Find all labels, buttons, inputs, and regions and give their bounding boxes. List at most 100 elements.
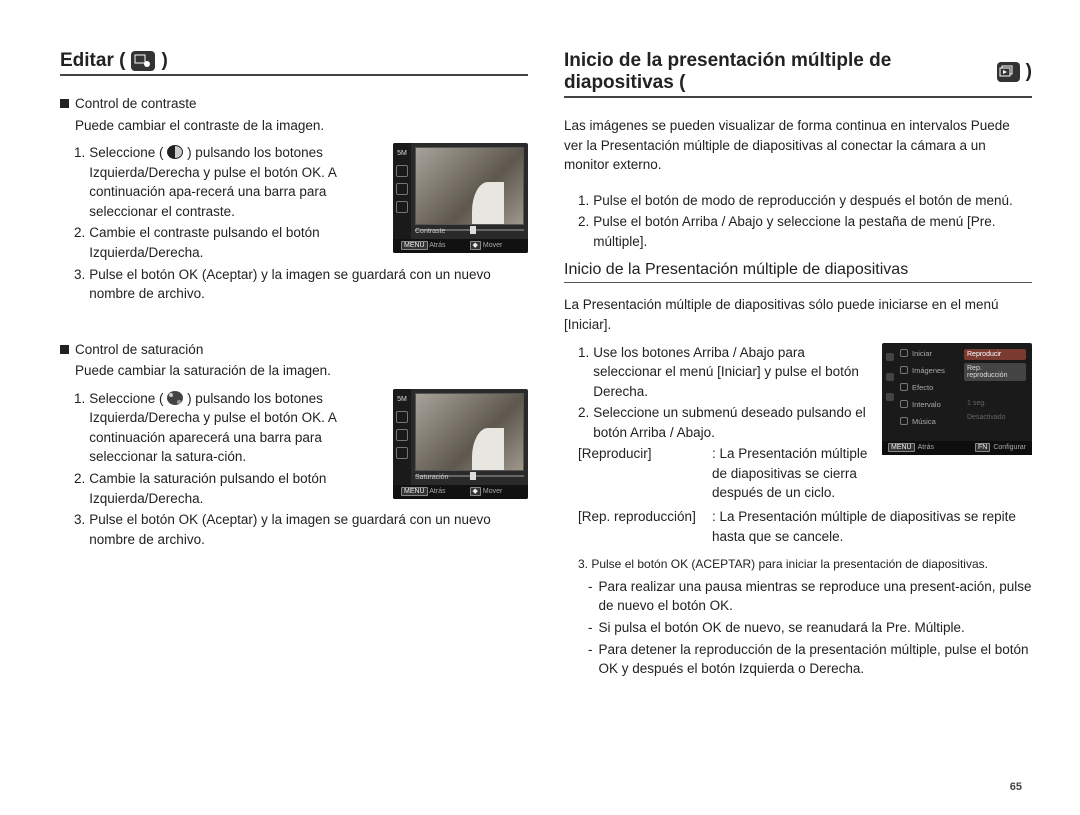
saturation-block: Control de saturación Puede cambiar la s… — [60, 340, 528, 552]
slideshow-sub-intro: La Presentación múltiple de diapositivas… — [564, 295, 1032, 334]
thumb-tool-icon — [396, 447, 408, 459]
thumb-move-button: ◆ — [470, 241, 481, 250]
thumb-tool-icon — [396, 183, 408, 195]
contrast-title: Control de contraste — [75, 94, 197, 114]
menu-item-label: Intervalo — [912, 400, 941, 409]
def-term: [Rep. reproducción] — [578, 507, 708, 546]
step-text: Pulse el botón Arriba / Abajo y seleccio… — [593, 212, 1032, 251]
step-number: 1. — [74, 389, 85, 467]
dash-text: Si pulsa el botón OK de nuevo, se reanud… — [599, 618, 965, 638]
saturation-inline-icon — [167, 391, 183, 405]
dash-text: Para realizar una pausa mientras se repr… — [599, 577, 1033, 616]
menu-item-icon — [900, 366, 908, 374]
thumb-back-button: MENU — [401, 487, 428, 496]
slideshow-dash-list: -Para realizar una pausa mientras se rep… — [588, 577, 1032, 679]
page-number: 65 — [1010, 781, 1022, 793]
thumb-move-button: ◆ — [470, 487, 481, 496]
def-term: [Reproducir] — [578, 444, 708, 503]
step-number: 1. — [578, 343, 589, 402]
dash-text: Para detener la reproducción de la prese… — [599, 640, 1033, 679]
step-text: Use los botones Arriba / Abajo para sele… — [593, 343, 872, 402]
slideshow-steps-top: 1.Pulse el botón de modo de reproducción… — [578, 191, 1032, 252]
slideshow-heading-close: ) — [1026, 61, 1032, 83]
thumb-tool-icon — [396, 201, 408, 213]
slideshow-definitions: [Reproducir]: La Presentación múltiple d… — [578, 444, 1032, 546]
contrast-desc: Puede cambiar el contraste de la imagen. — [75, 116, 528, 136]
step-text: Seleccione un submenú deseado pulsando e… — [593, 403, 872, 442]
thumb-image-preview — [415, 393, 524, 471]
contrast-inline-icon — [167, 145, 183, 159]
right-column: Inicio de la presentación múltiple de di… — [564, 50, 1032, 785]
saturation-thumbnail: 5M Saturación MENU Atrás ◆ Mover — [393, 389, 528, 499]
def-desc: : La Presentación múltiple de diapositiv… — [712, 507, 1032, 546]
step-text: Seleccione ( ) pulsando los botones Izqu… — [89, 143, 383, 221]
saturation-title: Control de saturación — [75, 340, 203, 360]
menu-muted — [964, 384, 1026, 395]
contrast-block: Control de contraste Puede cambiar el co… — [60, 94, 528, 306]
step-number: 2. — [578, 403, 589, 442]
slideshow-menu-thumbnail: Iniciar Imágenes Efecto Intervalo Música… — [882, 343, 1032, 455]
menu-option-highlighted: Reproducir — [964, 349, 1026, 360]
thumb-5m-label: 5M — [397, 149, 407, 159]
menu-back-label: Atrás — [918, 444, 934, 451]
thumb-back-button: MENU — [401, 241, 428, 250]
menu-item-label: Iniciar — [912, 349, 932, 358]
dash-mark: - — [588, 577, 593, 616]
menu-set-button: FN — [975, 443, 990, 452]
left-column: Editar ( ) Control de contraste Puede ca… — [60, 50, 528, 785]
thumb-tool-icon — [396, 429, 408, 441]
editar-icon — [131, 51, 155, 71]
dash-mark: - — [588, 640, 593, 679]
step-number: 2. — [74, 223, 85, 262]
step-text: Pulse el botón OK (Aceptar) y la imagen … — [89, 265, 528, 304]
saturation-desc: Puede cambiar la saturación de la imagen… — [75, 361, 528, 381]
menu-back-button: MENU — [888, 443, 915, 452]
step-text: Pulse el botón OK (Aceptar) y la imagen … — [89, 510, 528, 549]
thumb-back-label: Atrás — [429, 242, 445, 249]
menu-side-icon — [886, 353, 894, 361]
menu-item-icon — [900, 400, 908, 408]
slideshow-heading: Inicio de la presentación múltiple de di… — [564, 50, 1032, 98]
bullet-square — [60, 99, 69, 108]
slideshow-icon — [997, 62, 1020, 82]
menu-item-icon — [900, 417, 908, 425]
menu-muted: Desactivado — [964, 412, 1026, 423]
menu-item-label: Música — [912, 417, 936, 426]
step-text: Seleccione ( ) pulsando los botones Izqu… — [89, 389, 383, 467]
step-number: 1. — [578, 191, 589, 211]
menu-item-label: Efecto — [912, 383, 933, 392]
dash-mark: - — [588, 618, 593, 638]
thumb-tool-icon — [396, 411, 408, 423]
slideshow-heading-text: Inicio de la presentación múltiple de di… — [564, 50, 991, 94]
editar-heading: Editar ( ) — [60, 50, 528, 76]
step-number: 3. — [74, 265, 85, 304]
slideshow-subheading: Inicio de la Presentación múltiple de di… — [564, 261, 1032, 283]
menu-option: Rep. reproducción — [964, 363, 1026, 381]
editar-heading-close: ) — [161, 50, 167, 72]
menu-muted: 1 seg. — [964, 398, 1026, 409]
menu-side-icon — [886, 373, 894, 381]
step-text: Cambie el contraste pulsando el botón Iz… — [89, 223, 383, 262]
step-number: 3. — [74, 510, 85, 549]
step-text: Cambie la saturación pulsando el botón I… — [89, 469, 383, 508]
thumb-5m-label: 5M — [397, 395, 407, 405]
menu-side-icon — [886, 393, 894, 401]
thumb-image-preview — [415, 147, 524, 225]
menu-item-icon — [900, 383, 908, 391]
def-desc: : La Presentación múltiple de diapositiv… — [712, 444, 872, 503]
thumb-back-label: Atrás — [429, 488, 445, 495]
menu-item-label: Imágenes — [912, 366, 945, 375]
slideshow-step3: 3. Pulse el botón OK (ACEPTAR) para inic… — [578, 556, 1032, 573]
contrast-thumbnail: 5M Contraste MENU Atrás ◆ Mover — [393, 143, 528, 253]
bullet-square — [60, 345, 69, 354]
step-text: Pulse el botón de modo de reproducción y… — [593, 191, 1032, 211]
thumb-tool-icon — [396, 165, 408, 177]
step-number: 1. — [74, 143, 85, 221]
slideshow-intro: Las imágenes se pueden visualizar de for… — [564, 116, 1032, 175]
thumb-mode-label: Saturación — [415, 473, 448, 483]
editar-heading-text: Editar ( — [60, 50, 125, 72]
thumb-move-label: Mover — [483, 242, 502, 249]
step-number: 2. — [74, 469, 85, 508]
thumb-move-label: Mover — [483, 488, 502, 495]
thumb-mode-label: Contraste — [415, 227, 445, 237]
